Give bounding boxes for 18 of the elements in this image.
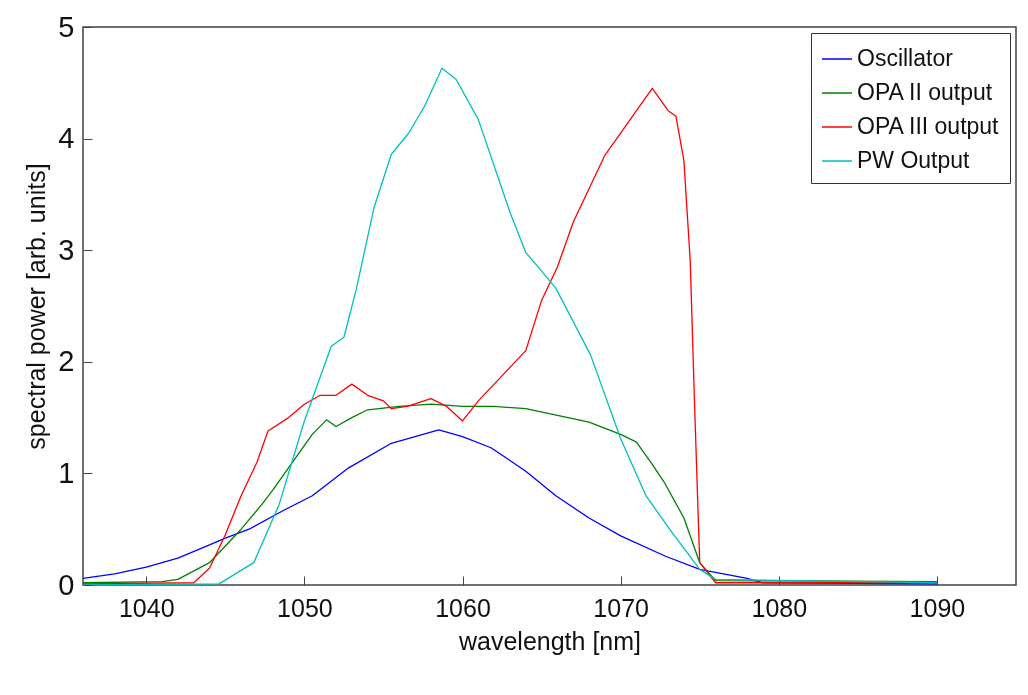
x-tick-label: 1080 [751, 593, 808, 622]
y-tick-label: 4 [58, 122, 75, 155]
y-tick-label: 3 [58, 233, 75, 266]
y-tick-label: 5 [58, 10, 75, 43]
y-tick-label: 0 [58, 568, 75, 601]
y-axis-title: spectral power [arb. units] [22, 163, 51, 450]
x-tick-label: 1050 [277, 593, 333, 622]
y-tick-label: 1 [58, 456, 75, 489]
x-tick-label: 1060 [435, 593, 491, 622]
x-tick-label: 1070 [593, 593, 649, 622]
legend-label: OPA III output [857, 113, 1000, 139]
x-tick-label: 1090 [909, 593, 966, 622]
x-tick-label: 1040 [118, 593, 175, 622]
y-tick-label: 2 [58, 345, 75, 378]
x-axis-title: wavelength [nm] [457, 626, 642, 655]
legend-label: OPA II output [857, 79, 993, 105]
legend-label: Oscillator [857, 45, 954, 71]
legend-label: PW Output [857, 147, 971, 173]
